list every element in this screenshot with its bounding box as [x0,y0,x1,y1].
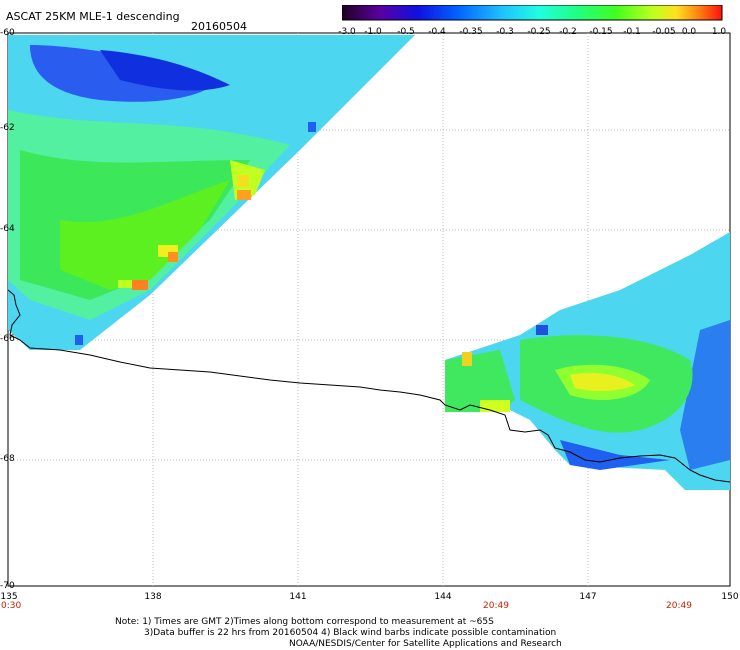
lon-label: 141 [289,592,307,602]
colorbar-label: -0.05 [652,27,676,37]
colorbar [342,5,723,21]
lat-label: -66 [0,334,15,344]
right-swath [445,232,730,490]
lat-label: -64 [0,224,15,234]
colorbar-label: -0.35 [459,27,483,37]
chart-date: 20160504 [191,20,247,33]
colorbar-label: -1.0 [364,27,382,37]
lat-label: -68 [0,454,15,464]
time-label: 20:49 [666,601,692,611]
lon-label: 147 [579,592,597,602]
colorbar-label: -0.5 [397,27,415,37]
time-label: 20:49 [483,601,509,611]
coastline [7,289,731,483]
left-swath [8,35,415,350]
lat-label: -70 [0,581,15,591]
lat-label: -62 [0,123,15,133]
colorbar-label: -3.0 [338,27,356,37]
colorbar-label: 1.0 [711,27,727,37]
time-label: 0:30 [1,601,22,611]
colorbar-label: -0.2 [559,27,577,37]
lat-label: -60 [0,28,15,38]
lon-label: 135 [0,592,18,602]
colorbar-label: -0.3 [496,27,514,37]
chart-title: ASCAT 25KM MLE-1 descending [6,10,180,23]
note-line-3: NOAA/NESDIS/Center for Satellite Applica… [289,639,562,649]
colorbar-label: -0.25 [527,27,551,37]
lon-label: 144 [434,592,452,602]
colorbar-label: -0.1 [623,27,641,37]
lon-label: 150 [721,592,739,602]
colorbar-label: 0.0 [681,27,697,37]
lon-label: 138 [144,592,162,602]
note-line-2: 3)Data buffer is 22 hrs from 20160504 4)… [144,628,557,638]
colorbar-label: -0.15 [589,27,613,37]
note-line-1: Note: 1) Times are GMT 2)Times along bot… [115,617,494,627]
colorbar-label: -0.4 [428,27,446,37]
